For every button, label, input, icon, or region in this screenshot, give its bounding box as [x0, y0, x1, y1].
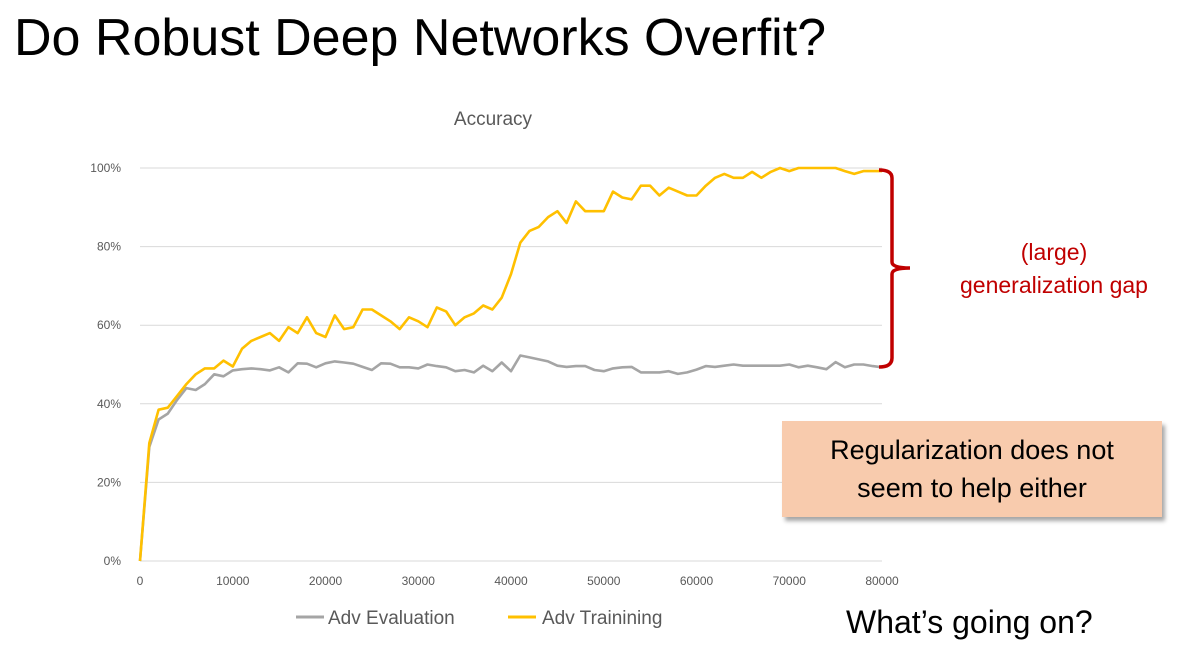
- callout-line1: Regularization does not: [830, 435, 1114, 465]
- y-tick-label: 40%: [97, 397, 121, 411]
- y-tick-label: 0%: [104, 554, 122, 568]
- x-tick-label: 80000: [865, 574, 899, 588]
- x-axis-tick-labels: 0 10000 20000 30000 40000 50000 60000 70000 8000…: [137, 574, 899, 588]
- x-tick-label: 50000: [587, 574, 621, 588]
- legend-label-adv-evaluation: Adv Evaluation: [328, 608, 455, 629]
- generalization-gap-bracket: [878, 168, 911, 369]
- callout-line2: seem to help either: [857, 473, 1087, 503]
- x-tick-label: 10000: [216, 574, 250, 588]
- x-tick-label: 30000: [402, 574, 436, 588]
- x-tick-label: 20000: [309, 574, 343, 588]
- y-tick-label: 100%: [90, 161, 121, 175]
- series-line-adv-evaluation: [138, 354, 883, 562]
- chart-series-lines: [138, 166, 883, 562]
- gap-label-line1: (large): [1020, 239, 1088, 265]
- legend-label-adv-training: Adv Trainining: [542, 608, 662, 629]
- chart-legend: Adv Evaluation Adv Trainining: [296, 608, 662, 629]
- x-tick-label: 70000: [773, 574, 807, 588]
- series-line-adv-training: [138, 166, 882, 562]
- y-tick-label: 80%: [97, 240, 121, 254]
- y-axis-tick-labels: 0% 20% 40% 60% 80% 100%: [90, 161, 121, 568]
- x-tick-label: 60000: [680, 574, 714, 588]
- gap-label-line2: generalization gap: [960, 272, 1148, 298]
- y-tick-label: 60%: [97, 318, 121, 332]
- slide-title: Do Robust Deep Networks Overfit?: [14, 9, 827, 67]
- chart-gridlines: [140, 167, 882, 562]
- closing-question: What’s going on?: [846, 604, 1093, 640]
- regularization-callout: Regularization does not seem to help eit…: [782, 421, 1162, 517]
- x-tick-label: 0: [137, 574, 144, 588]
- y-tick-label: 20%: [97, 475, 121, 489]
- generalization-gap-label: (large) generalization gap: [920, 236, 1188, 302]
- x-tick-label: 40000: [494, 574, 528, 588]
- chart-title: Accuracy: [454, 109, 533, 130]
